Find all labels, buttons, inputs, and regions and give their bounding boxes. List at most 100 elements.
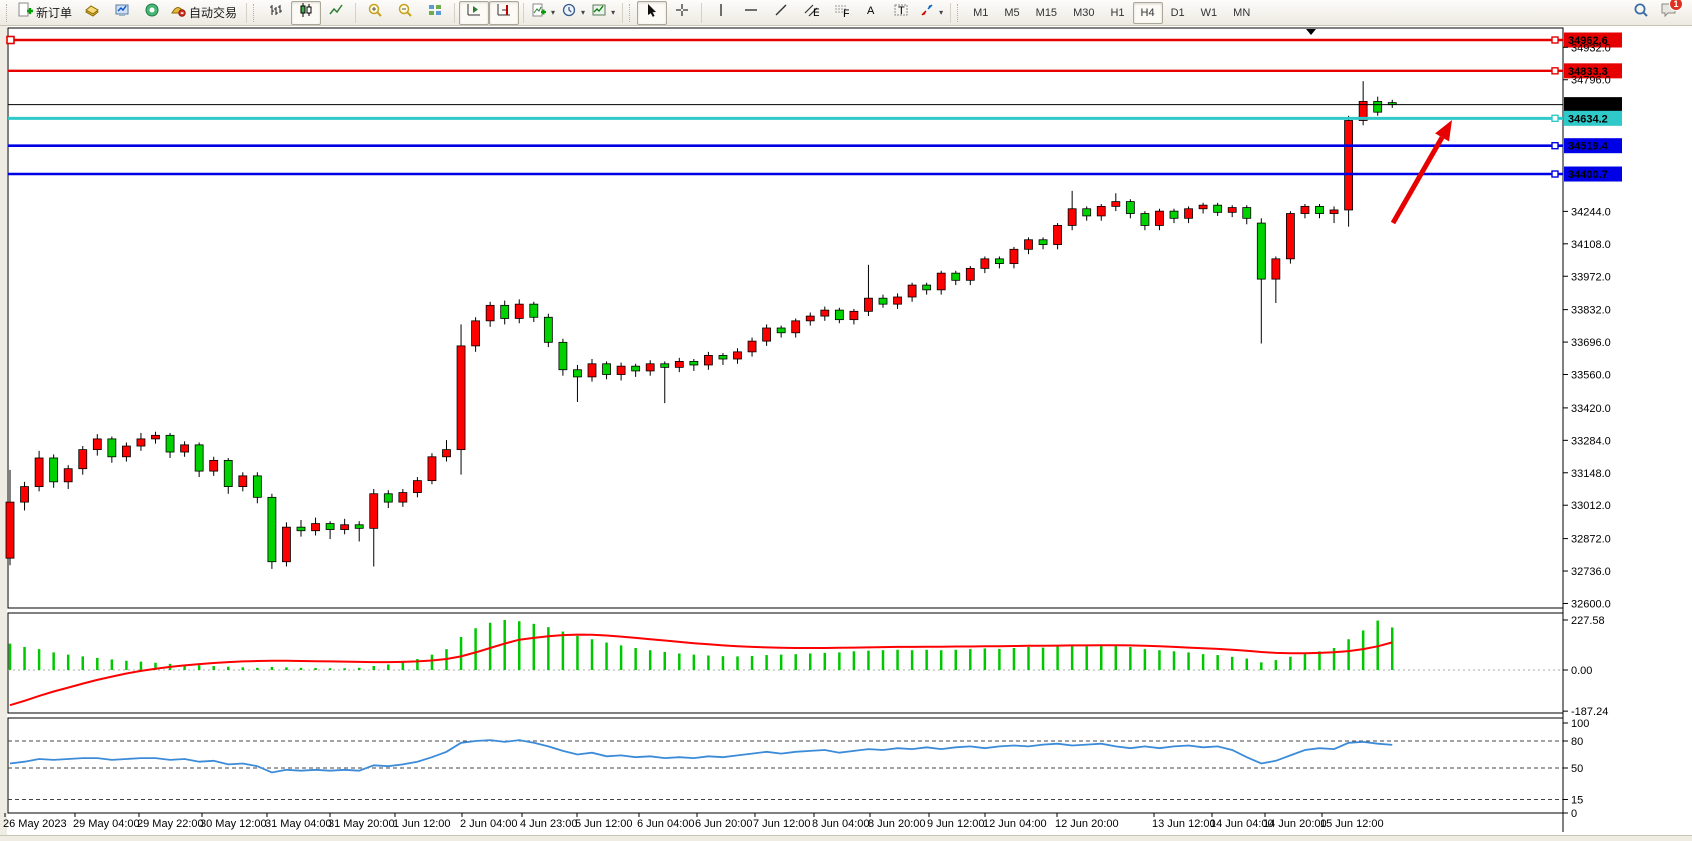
hline-handle[interactable]	[1551, 36, 1559, 44]
axis-tick-label: 34108.0	[1571, 239, 1611, 251]
price-badge-text: 34962.6	[1568, 35, 1608, 47]
new-order-button[interactable]: 新订单	[14, 1, 77, 25]
candlestick-chart-icon	[298, 2, 314, 23]
candlestick-series	[5, 81, 1397, 569]
macd-axis-label: -187.24	[1571, 706, 1608, 718]
arrows-icon	[919, 2, 935, 23]
axis-tick-label: 33832.0	[1571, 305, 1611, 317]
crosshair-button[interactable]	[667, 1, 697, 25]
time-label: 31 May 20:00	[328, 818, 395, 830]
macd-histogram	[8, 619, 1394, 670]
svg-text:F: F	[843, 8, 849, 18]
macd-signal-line	[9, 633, 1393, 707]
macd-axis-label: 0.00	[1571, 665, 1592, 677]
separator	[622, 2, 624, 23]
toolbar-grip[interactable]	[253, 3, 257, 22]
search-icon[interactable]	[1632, 1, 1650, 24]
autotrading-button[interactable]: 自动交易	[167, 1, 242, 25]
cursor-button[interactable]	[637, 0, 668, 25]
toolbar-grip[interactable]	[6, 3, 10, 22]
price-badge	[1564, 138, 1622, 154]
timeframe-M15[interactable]: M15	[1035, 6, 1058, 19]
trendline-button[interactable]	[766, 1, 796, 25]
separator	[355, 2, 357, 23]
chart-profile-button[interactable]	[77, 1, 107, 25]
hline-handle[interactable]	[1551, 67, 1559, 75]
market-watch-button[interactable]	[107, 1, 137, 25]
timeframe-H4[interactable]: H4	[1132, 1, 1163, 24]
arrows-button[interactable]: ▾	[916, 1, 946, 25]
indicators-button[interactable]: ▾	[528, 1, 558, 25]
text-label-button[interactable]: T	[886, 1, 916, 25]
timeframe-D1[interactable]: D1	[1170, 6, 1185, 19]
rsi-axis-label: 0	[1571, 808, 1577, 820]
zoom-in-button[interactable]	[360, 1, 390, 25]
auto-scroll-button[interactable]	[459, 0, 490, 25]
horizontal-line-icon	[743, 2, 759, 23]
separator	[523, 2, 525, 23]
time-label: 31 May 04:00	[265, 818, 332, 830]
axis-tick-label: 33972.0	[1571, 271, 1611, 283]
time-label: 14 Jun 20:00	[1263, 818, 1327, 830]
price-badge-text: 34634.2	[1568, 113, 1608, 125]
timeframe-H1[interactable]: H1	[1110, 6, 1125, 19]
hline-handle[interactable]	[6, 35, 15, 45]
text-label-icon: T	[893, 2, 909, 23]
autotrading-label: 自动交易	[189, 6, 238, 20]
timeframe-M5[interactable]: M5	[1004, 6, 1020, 19]
axis-tick-label: 32736.0	[1571, 566, 1611, 578]
time-label: 29 May 22:00	[137, 818, 204, 830]
rsi-axis-label: 50	[1571, 763, 1583, 775]
text-button[interactable]: A	[856, 1, 886, 25]
templates-button[interactable]: ▾	[588, 1, 618, 25]
indicators-icon	[531, 2, 547, 23]
rsi-axis-label: 100	[1571, 718, 1589, 730]
rsi-axis-label: 15	[1571, 795, 1583, 807]
fibonacci-icon: F	[833, 2, 850, 23]
equidistant-channel-button[interactable]: E	[796, 1, 826, 25]
axis-tick-label: 33148.0	[1571, 468, 1611, 480]
line-chart-icon	[328, 2, 344, 23]
time-label: 26 May 2023	[3, 818, 67, 830]
new-order-label: 新订单	[36, 6, 73, 20]
rsi-pane	[7, 717, 1564, 814]
zoom-out-button[interactable]	[390, 1, 420, 25]
timeframe-MN[interactable]: MN	[1233, 6, 1251, 19]
vertical-line-button[interactable]	[706, 1, 736, 25]
periods-button[interactable]: ▾	[558, 1, 588, 25]
candlestick-chart-button[interactable]	[291, 0, 322, 25]
trend-arrow-head[interactable]	[1435, 120, 1452, 142]
trend-arrow[interactable]	[1390, 136, 1445, 225]
notifications-button[interactable]: 1	[1660, 0, 1683, 24]
timeframe-M30[interactable]: M30	[1073, 6, 1095, 19]
axis-tick-label: 33284.0	[1571, 435, 1611, 447]
hline-handle[interactable]	[1551, 170, 1559, 178]
toolbar: 新订单 自动交易	[0, 0, 1692, 26]
separator	[454, 2, 456, 23]
horizontal-line-button[interactable]	[736, 1, 766, 25]
timeframe-W1[interactable]: W1	[1200, 6, 1218, 19]
timeframe-M1[interactable]: M1	[973, 6, 989, 19]
time-label: 7 Jun 12:00	[753, 818, 811, 830]
time-label: 6 Jun 20:00	[695, 818, 753, 830]
line-chart-button[interactable]	[321, 1, 351, 25]
axis-tick-label: 33560.0	[1571, 370, 1611, 382]
tile-windows-button[interactable]	[420, 1, 450, 25]
bar-chart-button[interactable]	[261, 1, 291, 25]
auto-scroll-icon	[466, 2, 482, 23]
navigator-button[interactable]	[137, 1, 167, 25]
hline-handle[interactable]	[1551, 114, 1559, 123]
toolbar-grip[interactable]	[629, 3, 633, 22]
hline-handle[interactable]	[1551, 141, 1559, 150]
time-label: 12 Jun 04:00	[983, 818, 1047, 830]
fibonacci-button[interactable]: F	[826, 1, 856, 25]
time-label: 12 Jun 20:00	[1055, 818, 1119, 830]
toolbar-grip[interactable]	[957, 3, 961, 22]
dropdown-arrow-icon: ▾	[581, 8, 586, 17]
time-label: 30 May 12:00	[200, 818, 267, 830]
chart-shift-button[interactable]	[489, 0, 520, 25]
time-label: 9 Jun 12:00	[927, 818, 985, 830]
time-label: 13 Jun 12:00	[1152, 818, 1216, 830]
axis-tick-label: 32872.0	[1571, 534, 1611, 546]
